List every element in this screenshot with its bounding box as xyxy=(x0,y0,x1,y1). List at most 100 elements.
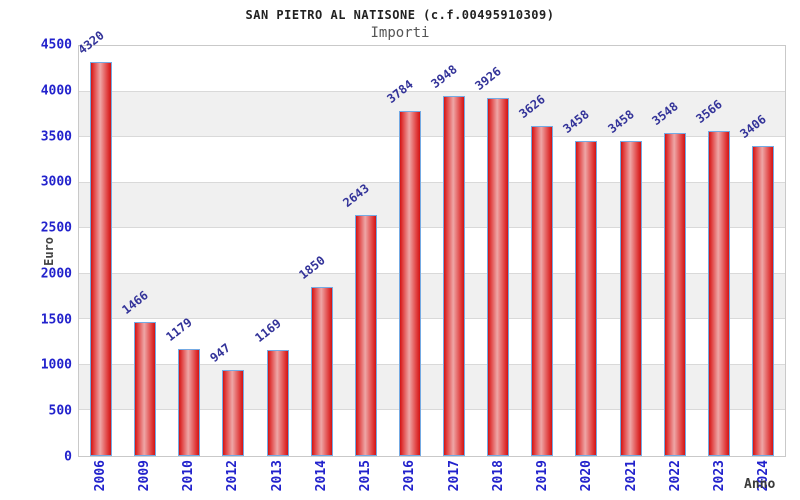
value-label-2017: 3948 xyxy=(428,62,460,92)
x-slot-2010: 2010 xyxy=(167,460,211,498)
value-label-2021: 3458 xyxy=(604,107,637,136)
y-tick-label: 0 xyxy=(64,449,72,465)
value-label-2019: 3626 xyxy=(516,91,549,121)
bar-slot-2019: 3626 xyxy=(516,46,564,456)
bar-slot-2021: 3458 xyxy=(605,46,653,456)
x-slot-2015: 2015 xyxy=(344,460,388,498)
y-tick-label: 2000 xyxy=(40,266,72,282)
bar-slot-2017: 3948 xyxy=(428,46,476,456)
bar-2012 xyxy=(222,369,245,456)
value-label-2014: 1850 xyxy=(296,253,328,283)
value-label-2022: 3548 xyxy=(649,98,681,128)
bar-slot-2012: 947 xyxy=(207,46,255,456)
gridline xyxy=(79,181,785,183)
x-axis-title: Anno xyxy=(744,477,776,492)
bar-2010 xyxy=(178,348,201,456)
x-slot-2016: 2016 xyxy=(388,460,432,498)
x-tick-label-2013: 2013 xyxy=(269,460,285,492)
gridline xyxy=(79,227,785,229)
bar-2024 xyxy=(751,145,774,456)
gridline xyxy=(79,318,785,320)
bar-2023 xyxy=(707,131,730,456)
x-slot-2017: 2017 xyxy=(432,460,476,498)
bar-2020 xyxy=(575,140,598,456)
x-slot-2019: 2019 xyxy=(521,460,565,498)
x-tick-label-2014: 2014 xyxy=(313,460,329,492)
x-slot-2022: 2022 xyxy=(653,460,697,498)
value-label-2020: 3458 xyxy=(560,107,593,136)
value-label-2010: 1179 xyxy=(163,314,196,344)
bar-slot-2015: 2643 xyxy=(340,46,388,456)
bar-slot-2024: 3406 xyxy=(737,46,785,456)
value-label-2023: 3566 xyxy=(693,97,725,127)
bar-slot-2018: 3926 xyxy=(472,46,520,456)
bar-2006 xyxy=(90,62,113,456)
x-slot-2020: 2020 xyxy=(565,460,609,498)
y-tick-label: 2500 xyxy=(40,220,72,236)
x-tick-label-2016: 2016 xyxy=(402,460,418,492)
x-slot-2013: 2013 xyxy=(255,460,299,498)
bar-2013 xyxy=(266,349,289,456)
gridline xyxy=(79,272,785,274)
gridline xyxy=(79,90,785,92)
gridline xyxy=(79,136,785,138)
bar-slot-2014: 1850 xyxy=(296,46,344,456)
y-tick-label: 4500 xyxy=(40,37,72,53)
x-tick-label-2012: 2012 xyxy=(225,460,241,492)
x-slot-2014: 2014 xyxy=(299,460,343,498)
y-tick-label: 4000 xyxy=(40,83,72,99)
bar-slot-2016: 3784 xyxy=(384,46,432,456)
y-tick-label: 1500 xyxy=(40,312,72,328)
x-tick-label-2009: 2009 xyxy=(136,460,152,492)
value-label-2018: 3926 xyxy=(472,64,504,94)
x-tick-label-2022: 2022 xyxy=(667,460,683,492)
gridline xyxy=(79,363,785,365)
x-tick-label-2021: 2021 xyxy=(623,460,639,492)
bar-2014 xyxy=(310,287,333,456)
x-tick-label-2019: 2019 xyxy=(535,460,551,492)
bar-slot-2006: 4320 xyxy=(75,29,123,456)
x-tick-label-2010: 2010 xyxy=(181,460,197,492)
bar-2018 xyxy=(487,98,510,456)
bar-slot-2009: 1466 xyxy=(120,46,167,456)
bar-2017 xyxy=(443,96,466,456)
bar-2019 xyxy=(531,125,554,456)
y-tick-label: 3000 xyxy=(40,174,72,190)
value-label-2012: 947 xyxy=(207,340,234,365)
bar-slot-2023: 3566 xyxy=(693,46,741,456)
y-tick-label: 3500 xyxy=(40,129,72,145)
gridline xyxy=(79,409,785,411)
y-tick-label: 1000 xyxy=(40,357,72,373)
bar-2022 xyxy=(663,132,686,456)
bar-2021 xyxy=(619,140,642,456)
x-slot-2006: 2006 xyxy=(78,460,122,498)
chart-title: SAN PIETRO AL NATISONE (c.f.00495910309) xyxy=(245,8,555,22)
x-slot-2023: 2023 xyxy=(698,460,742,498)
bar-slot-2013: 1169 xyxy=(252,46,300,456)
chart-subtitle: Importi xyxy=(370,25,430,41)
x-axis: 2006 2009 2010 2012 2013 2014 2015 2016 2017 2018… xyxy=(78,460,786,498)
value-label-2015: 2643 xyxy=(340,181,372,211)
bar-slot-2020: 3458 xyxy=(560,46,608,456)
y-axis: 0 500 1000 1500 2000 2500 3000 3500 4000 4500 xyxy=(0,38,72,465)
x-tick-label-2018: 2018 xyxy=(490,460,506,492)
x-tick-label-2023: 2023 xyxy=(712,460,728,492)
x-tick-label-2015: 2015 xyxy=(358,460,374,492)
bars-container: 4320 1466 1179 947 1169 1850 2643 3784 3948 3926 3… xyxy=(75,29,785,456)
x-slot-2012: 2012 xyxy=(211,460,255,498)
x-tick-label-2017: 2017 xyxy=(446,460,462,492)
bar-2009 xyxy=(134,322,157,456)
x-tick-label-2006: 2006 xyxy=(92,460,108,492)
y-tick-label: 500 xyxy=(48,403,72,419)
plot-area: 4320 1466 1179 947 1169 1850 2643 3784 3948 3926 3… xyxy=(75,29,786,457)
value-label-2013: 1169 xyxy=(251,315,284,345)
x-slot-2009: 2009 xyxy=(122,460,166,498)
value-label-2016: 3784 xyxy=(384,77,416,107)
value-label-2024: 3406 xyxy=(737,111,769,141)
x-slot-2021: 2021 xyxy=(609,460,653,498)
x-tick-label-2020: 2020 xyxy=(579,460,595,492)
x-slot-2018: 2018 xyxy=(476,460,520,498)
bar-slot-2010: 1179 xyxy=(163,46,211,456)
bar-2016 xyxy=(398,111,421,456)
